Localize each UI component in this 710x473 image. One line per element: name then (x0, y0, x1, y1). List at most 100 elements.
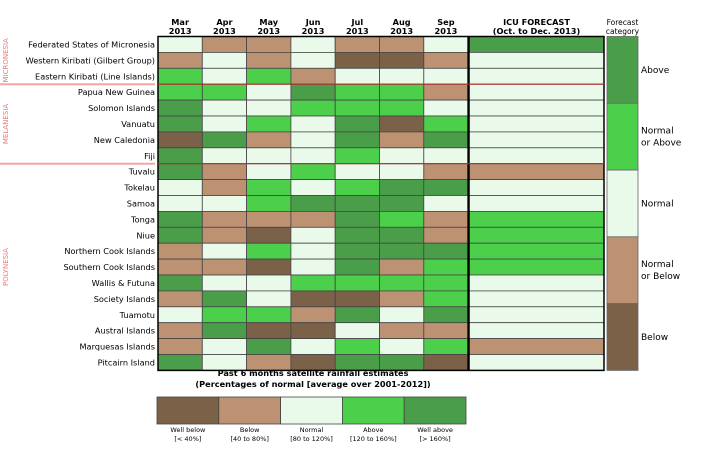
rainfall-cell (334, 131, 380, 149)
forecast-category-swatch (606, 303, 639, 371)
forecast-cell (468, 99, 605, 117)
rainfall-cell (334, 83, 380, 101)
forecast-border (468, 35, 605, 372)
legend-range: [80 to 120%] (290, 435, 333, 443)
rainfall-cell (423, 36, 469, 53)
rainfall-cell (423, 67, 469, 85)
rainfall-cell (379, 67, 425, 85)
rainfall-cell (290, 36, 336, 53)
rainfall-cell (157, 290, 203, 308)
month-header-jun: Jun (305, 17, 321, 27)
rainfall-cell (246, 163, 292, 180)
legend-label: Above (363, 426, 383, 434)
rainfall-cell (290, 83, 336, 101)
rainfall-cell (157, 131, 203, 149)
rainfall-cell (334, 338, 380, 355)
legend-swatch (341, 396, 405, 425)
rainfall-cell (334, 242, 380, 260)
rainfall-cell (157, 210, 203, 228)
rainfall-cell (334, 290, 380, 308)
rainfall-cell (423, 163, 469, 180)
rainfall-cell (201, 290, 248, 308)
rainfall-cell (423, 226, 469, 244)
rainfall-cell (157, 52, 203, 69)
rainfall-cell (423, 131, 469, 149)
legend-label: Well below (170, 426, 206, 434)
rainfall-cell (246, 67, 292, 85)
rainfall-cell (423, 242, 469, 260)
rainfall-cell (201, 195, 248, 212)
caption-line-2: (Percentages of normal [average over 200… (195, 379, 430, 389)
forecast-cell (468, 210, 605, 228)
rainfall-cell (157, 195, 203, 212)
row-label: Southern Cook Islands (63, 262, 155, 272)
rainfall-cell (423, 195, 469, 212)
rainfall-cell (423, 258, 469, 276)
rainfall-cell (334, 67, 380, 85)
forecast-cell (468, 163, 605, 180)
rainfall-cell (157, 338, 203, 355)
rainfall-cell (379, 52, 425, 69)
year-header-apr: 2013 (213, 26, 236, 36)
rainfall-cell (157, 322, 203, 340)
grid-border (157, 35, 469, 372)
rainfall-cell (379, 274, 425, 292)
rainfall-cell (246, 242, 292, 260)
rainfall-cell (334, 226, 380, 244)
row-label: Papua New Guinea (78, 87, 155, 97)
rainfall-cell (290, 195, 336, 212)
rainfall-cell (334, 322, 380, 340)
forecast-category-text: or Above (641, 139, 682, 149)
rainfall-cell (334, 179, 380, 196)
forecast-cell (468, 306, 605, 324)
forecast-cell (468, 36, 605, 53)
rainfall-cell (423, 52, 469, 69)
rainfall-cell (290, 67, 336, 85)
rainfall-cell (201, 163, 248, 180)
row-label: Fiji (144, 151, 155, 161)
row-label: Samoa (127, 198, 155, 208)
month-header-may: May (259, 17, 278, 27)
rainfall-cell (334, 274, 380, 292)
forecast-subtitle: (Oct. to Dec. 2013) (493, 26, 581, 36)
rainfall-cell (157, 147, 203, 165)
rainfall-cell (246, 52, 292, 69)
rainfall-cell (334, 163, 380, 180)
forecast-category-text: Normal (641, 199, 674, 209)
row-label: Eastern Kiribati (Line Islands) (35, 71, 155, 81)
rainfall-cell (379, 147, 425, 165)
rainfall-cell (157, 306, 203, 324)
forecast-cell (468, 322, 605, 340)
forecast-cell (468, 226, 605, 244)
rainfall-cell (379, 179, 425, 196)
rainfall-cell (290, 338, 336, 355)
rainfall-cell (246, 306, 292, 324)
rainfall-cell (290, 290, 336, 308)
rainfall-cell (379, 99, 425, 117)
region-label-polynesia: POLYNESIA (2, 248, 10, 286)
rainfall-cell (201, 36, 248, 53)
rainfall-cell (290, 163, 336, 180)
row-label: Tokelau (123, 183, 155, 193)
forecast-category-label-1: Forecast (607, 18, 639, 27)
rainfall-cell (201, 242, 248, 260)
rainfall-cell (423, 179, 469, 196)
rainfall-cell (290, 131, 336, 149)
rainfall-cell (290, 306, 336, 324)
rainfall-cell (201, 338, 248, 355)
row-label: Pitcairn Island (98, 357, 155, 367)
forecast-title: ICU FORECAST (503, 17, 570, 27)
rainfall-cell (246, 36, 292, 53)
year-header-aug: 2013 (390, 26, 413, 36)
legend-range: [> 160%] (420, 435, 451, 443)
rainfall-cell (379, 115, 425, 133)
month-header-aug: Aug (393, 17, 411, 27)
rainfall-cell (334, 52, 380, 69)
rainfall-cell (246, 195, 292, 212)
forecast-category-text: Normal (641, 127, 674, 137)
rainfall-cell (290, 99, 336, 117)
forecast-cell (468, 83, 605, 101)
legend-range: [120 to 160%] (350, 435, 397, 443)
row-label: Tuamotu (119, 310, 155, 320)
forecast-category-label-2: category (606, 27, 640, 36)
